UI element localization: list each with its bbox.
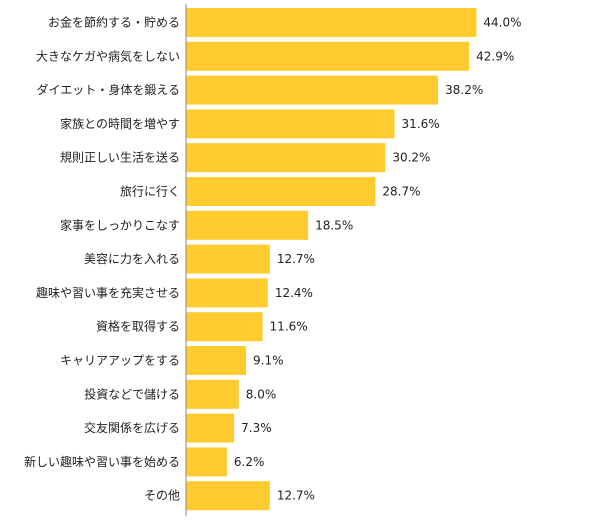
value-label-10: 9.1% bbox=[253, 354, 284, 368]
category-labels: お金を節約する・貯める大きなケガや病気をしないダイエット・身体を鍛える家族との時… bbox=[24, 15, 180, 503]
category-label-10: キャリアアップをする bbox=[60, 354, 180, 368]
value-label-1: 42.9% bbox=[476, 49, 514, 63]
bar-3 bbox=[186, 109, 395, 139]
value-label-14: 12.7% bbox=[277, 489, 315, 503]
category-label-6: 家事をしっかりこなす bbox=[60, 217, 180, 232]
category-label-2: ダイエット・身体を鍛える bbox=[36, 82, 180, 97]
value-label-9: 11.6% bbox=[270, 320, 308, 334]
value-label-0: 44.0% bbox=[483, 16, 521, 30]
category-label-12: 交友関係を広げる bbox=[84, 420, 180, 435]
bar-1 bbox=[186, 41, 470, 71]
category-label-14: その他 bbox=[144, 489, 180, 503]
bar-5 bbox=[186, 177, 376, 206]
bar-0 bbox=[186, 8, 477, 37]
bar-4 bbox=[186, 143, 386, 173]
bar-13 bbox=[186, 447, 227, 477]
value-label-3: 31.6% bbox=[402, 117, 440, 131]
bar-14 bbox=[186, 481, 270, 511]
value-label-13: 6.2% bbox=[234, 455, 264, 469]
bar-9 bbox=[186, 312, 263, 342]
bar-6 bbox=[186, 210, 309, 240]
bar-10 bbox=[186, 346, 247, 375]
category-label-1: 大きなケガや病気をしない bbox=[36, 48, 180, 63]
value-labels: 44.0% 42.9% 38.2% 31.6% 30.2% 28.7% 18.5% 12.7%… bbox=[234, 16, 522, 503]
value-label-2: 38.2% bbox=[445, 83, 483, 97]
category-label-11: 投資などで儲ける bbox=[84, 386, 180, 401]
value-label-6: 18.5% bbox=[315, 218, 353, 232]
bar-11 bbox=[186, 379, 239, 409]
category-label-3: 家族との時間を増やす bbox=[60, 116, 180, 131]
bar-2 bbox=[186, 75, 439, 105]
value-label-5: 28.7% bbox=[382, 185, 420, 199]
value-label-4: 30.2% bbox=[392, 151, 430, 165]
category-label-4: 規則正しい生活を送る bbox=[60, 150, 180, 165]
value-label-12: 7.3% bbox=[241, 421, 272, 435]
category-label-9: 資格を取得する bbox=[96, 319, 180, 334]
value-label-8: 12.4% bbox=[275, 286, 313, 300]
bars-group bbox=[186, 8, 477, 511]
category-label-8: 趣味や習い事を充実させる bbox=[36, 285, 180, 300]
category-label-7: 美容に力を入れる bbox=[84, 251, 180, 266]
category-label-13: 新しい趣味や習い事を始める bbox=[24, 454, 180, 469]
bar-7 bbox=[186, 244, 270, 274]
value-label-7: 12.7% bbox=[277, 252, 315, 266]
category-label-5: 旅行に行く bbox=[120, 185, 180, 199]
bar-12 bbox=[186, 413, 235, 443]
bar-8 bbox=[186, 278, 268, 308]
category-label-0: お金を節約する・貯める bbox=[48, 15, 180, 30]
value-label-11: 8.0% bbox=[246, 387, 276, 401]
